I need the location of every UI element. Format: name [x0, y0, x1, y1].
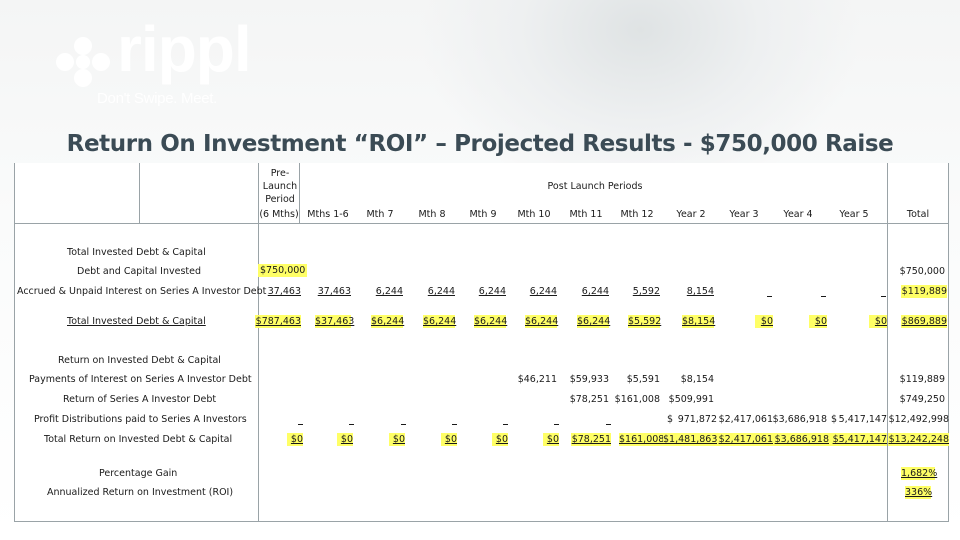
cell-total-invested: $0	[809, 315, 827, 328]
section-invested: Total Invested Debt & Capital	[67, 247, 206, 258]
row-label-payments-interest: Payments of Interest on Series A Investo…	[29, 374, 252, 385]
col-year-4: Year 4	[783, 209, 813, 220]
post-launch-header: Post Launch Periods	[547, 181, 643, 192]
section-returns: Return on Invested Debt & Capital	[58, 355, 221, 366]
cell-accrued: 6,244	[375, 286, 403, 297]
cell-percentage-gain: 1,682%	[901, 467, 938, 480]
cell-accrued: 6,244	[478, 286, 506, 297]
cell-total-invested: $37,463	[315, 315, 355, 328]
cell-total-invested: $6,244	[423, 315, 457, 328]
cell-accrued: 8,154	[686, 286, 714, 297]
cell-total-return: $3,686,918	[773, 433, 829, 446]
cell-accrued: 6,244	[529, 286, 557, 297]
row-label-percentage-gain: Percentage Gain	[99, 468, 178, 479]
cell-total-invested: $0	[869, 315, 887, 328]
col-total: Total	[906, 209, 930, 220]
cell-profit-dist: 5,417,147	[838, 414, 887, 425]
cell-profit-dist: 971,872	[677, 414, 717, 425]
cell-total-invested: $6,244	[525, 315, 559, 328]
cell-debt-capital-total: $750,000	[899, 266, 945, 277]
cell-payments-interest: $5,591	[626, 374, 660, 385]
cell-debt-capital-pre: $750,000	[258, 264, 308, 277]
cell-accrued: 6,244	[581, 286, 609, 297]
row-label-profit-dist: Profit Distributions paid to Series A In…	[34, 414, 247, 425]
cell-profit-dist: $	[831, 414, 838, 425]
cell-return-series-a-total: $749,250	[899, 394, 945, 405]
cell-total-return-total: $13,242,248	[888, 433, 949, 446]
col-mth-10: Mth 10	[517, 209, 551, 220]
cell-accrued: 6,244	[427, 286, 455, 297]
cell-profit-dist: $2,417,061	[718, 414, 773, 425]
cell-accrued-total: $119,889	[901, 285, 947, 298]
cell-total-invested: $6,244	[577, 315, 611, 328]
cell-total-return: $5,417,147	[829, 433, 887, 446]
col-mth-12: Mth 12	[620, 209, 654, 220]
cell-total-invested-total: $869,889	[901, 315, 947, 328]
page-title: Return On Investment “ROI” – Projected R…	[66, 131, 894, 157]
cell-profit-dist-total: $12,492,998	[888, 414, 949, 425]
brand-tagline: Don't Swipe. Meet.	[97, 90, 218, 107]
cell-total-invested: $787,463	[255, 315, 301, 328]
cell-payments-interest-total: $119,889	[899, 374, 945, 385]
cell-annualized-roi: 336%	[905, 486, 933, 499]
col-year-3: Year 3	[729, 209, 759, 220]
cell-return-series-a: $509,991	[668, 394, 714, 405]
cell-total-return: $78,251	[571, 433, 611, 446]
cell-total-return: $2,417,061	[717, 433, 773, 446]
cell-profit-dist: $	[667, 414, 674, 425]
cell-accrued: 37,463	[317, 286, 351, 297]
pre-launch-header: Pre- Launch Period	[262, 168, 298, 205]
cell-total-return: $0	[389, 433, 405, 446]
row-label-total-return: Total Return on Invested Debt & Capital	[44, 434, 233, 445]
roi-table: Pre- Launch Period Post Launch Periods (…	[14, 163, 949, 522]
col-mths-1-6: Mths 1-6	[307, 209, 349, 220]
cell-total-invested: $6,244	[371, 315, 405, 328]
cell-total-invested: $6,244	[474, 315, 508, 328]
col-year-2: Year 2	[676, 209, 706, 220]
cell-return-series-a: $78,251	[569, 394, 609, 405]
col-mth-7: Mth 7	[366, 209, 394, 220]
cell-total-return: $1,481,863	[663, 433, 718, 446]
cell-total-return: $0	[492, 433, 508, 446]
cell-total-return: $0	[543, 433, 559, 446]
brand-logo: rippl Don't Swipe. Meet.	[55, 13, 255, 110]
cell-total-invested: $5,592	[628, 315, 662, 328]
cell-total-return: $0	[441, 433, 457, 446]
cell-total-invested: $0	[755, 315, 773, 328]
cell-total-return: $161,008	[619, 433, 665, 446]
cell-accrued: 5,592	[632, 286, 660, 297]
col-mth-9: Mth 9	[469, 209, 497, 220]
brand-name: rippl	[117, 13, 252, 85]
row-label-annualized-roi: Annualized Return on Investment (ROI)	[47, 487, 234, 498]
col-mth-8: Mth 8	[418, 209, 446, 220]
cell-return-series-a: $161,008	[614, 394, 660, 405]
cell-payments-interest: $59,933	[569, 374, 609, 385]
row-label-debt-capital: Debt and Capital Invested	[77, 266, 201, 277]
row-label-accrued: Accrued & Unpaid Interest on Series A In…	[17, 286, 267, 297]
cell-total-return: $0	[287, 433, 303, 446]
cell-total-return: $0	[337, 433, 353, 446]
row-label-total-invested: Total Invested Debt & Capital	[67, 316, 206, 327]
cell-accrued: 37,463	[267, 286, 301, 297]
cell-payments-interest: $46,211	[517, 374, 557, 385]
rippl-logo-icon	[56, 37, 110, 87]
col-mth-11: Mth 11	[569, 209, 603, 220]
row-label-return-series-a: Return of Series A Investor Debt	[63, 394, 217, 405]
cell-payments-interest: $8,154	[680, 374, 714, 385]
col-year-5: Year 5	[839, 209, 869, 220]
cell-profit-dist: $3,686,918	[772, 414, 827, 425]
col-pre-launch: (6 Mths)	[259, 209, 299, 220]
cell-total-invested: $8,154	[682, 315, 716, 328]
